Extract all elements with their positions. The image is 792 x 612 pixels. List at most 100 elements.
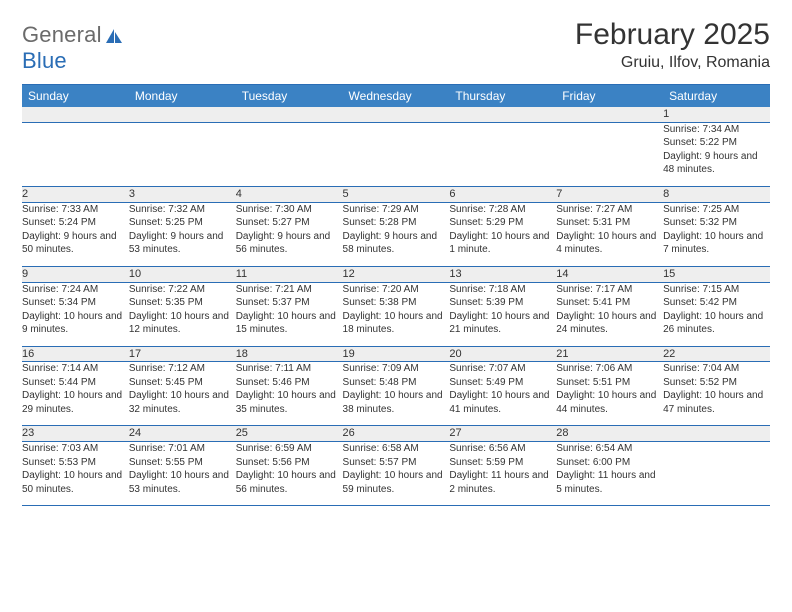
day-number: 28 [556, 427, 568, 439]
day-detail-line: Sunrise: 7:33 AM [22, 203, 129, 217]
day-number: 6 [449, 188, 455, 200]
day-number-cell: 14 [556, 266, 663, 282]
day-detail-line: Sunset: 5:29 PM [449, 216, 556, 230]
day-detail-cell [129, 122, 236, 186]
day-detail-line: Sunset: 5:51 PM [556, 376, 663, 390]
day-detail-line: Sunrise: 7:14 AM [22, 362, 129, 376]
day-detail-line: Daylight: 10 hours and 18 minutes. [343, 310, 450, 337]
day-number: 23 [22, 427, 34, 439]
day-number: 19 [343, 348, 355, 360]
day-detail-line: Sunset: 5:24 PM [22, 216, 129, 230]
day-detail-line: Daylight: 9 hours and 56 minutes. [236, 230, 343, 257]
day-detail-line: Daylight: 9 hours and 58 minutes. [343, 230, 450, 257]
day-detail-cell: Sunrise: 7:24 AMSunset: 5:34 PMDaylight:… [22, 282, 129, 346]
day-detail-line: Daylight: 10 hours and 44 minutes. [556, 389, 663, 416]
day-number: 26 [343, 427, 355, 439]
day-detail-cell [343, 122, 450, 186]
day-detail-cell: Sunrise: 7:06 AMSunset: 5:51 PMDaylight:… [556, 362, 663, 426]
calendar-page: GeneralBlue February 2025 Gruiu, Ilfov, … [0, 0, 792, 506]
day-number-cell: 21 [556, 346, 663, 362]
day-detail-line: Sunset: 5:48 PM [343, 376, 450, 390]
day-detail-cell [663, 442, 770, 506]
day-number-cell: 7 [556, 186, 663, 202]
day-detail-line: Sunset: 5:49 PM [449, 376, 556, 390]
day-detail-cell: Sunrise: 7:18 AMSunset: 5:39 PMDaylight:… [449, 282, 556, 346]
day-detail-line: Sunset: 5:37 PM [236, 296, 343, 310]
day-detail-cell: Sunrise: 7:11 AMSunset: 5:46 PMDaylight:… [236, 362, 343, 426]
day-number-cell: 12 [343, 266, 450, 282]
day-detail-line: Sunrise: 7:20 AM [343, 283, 450, 297]
day-number-cell: 15 [663, 266, 770, 282]
day-detail-line: Sunrise: 7:11 AM [236, 362, 343, 376]
day-number-cell: 24 [129, 426, 236, 442]
day-number-cell: 11 [236, 266, 343, 282]
day-number-cell: 27 [449, 426, 556, 442]
day-detail-cell: Sunrise: 7:33 AMSunset: 5:24 PMDaylight:… [22, 202, 129, 266]
calendar-table: Sunday Monday Tuesday Wednesday Thursday… [22, 85, 770, 506]
day-number: 17 [129, 348, 141, 360]
day-detail-cell [22, 122, 129, 186]
day-detail-line: Sunset: 5:59 PM [449, 456, 556, 470]
day-number-cell [22, 107, 129, 122]
day-detail-row: Sunrise: 7:34 AMSunset: 5:22 PMDaylight:… [22, 122, 770, 186]
day-detail-line: Sunset: 5:25 PM [129, 216, 236, 230]
day-detail-line: Sunset: 5:42 PM [663, 296, 770, 310]
day-header: Monday [129, 85, 236, 107]
day-detail-cell: Sunrise: 7:01 AMSunset: 5:55 PMDaylight:… [129, 442, 236, 506]
day-detail-line: Sunrise: 7:12 AM [129, 362, 236, 376]
day-number-cell [343, 107, 450, 122]
day-detail-line: Sunrise: 6:59 AM [236, 442, 343, 456]
day-detail-cell: Sunrise: 6:58 AMSunset: 5:57 PMDaylight:… [343, 442, 450, 506]
day-number-cell [236, 107, 343, 122]
day-detail-line: Sunset: 5:31 PM [556, 216, 663, 230]
day-detail-line: Sunset: 5:39 PM [449, 296, 556, 310]
day-number-cell: 19 [343, 346, 450, 362]
day-detail-line: Sunset: 5:45 PM [129, 376, 236, 390]
day-detail-line: Sunset: 5:34 PM [22, 296, 129, 310]
day-detail-cell: Sunrise: 7:17 AMSunset: 5:41 PMDaylight:… [556, 282, 663, 346]
day-number-row: 1 [22, 107, 770, 122]
logo-text-blue: Blue [22, 48, 67, 73]
day-detail-line: Daylight: 10 hours and 1 minute. [449, 230, 556, 257]
logo-text-gray: General [22, 22, 102, 47]
day-number: 10 [129, 268, 141, 280]
day-number: 27 [449, 427, 461, 439]
day-detail-cell: Sunrise: 7:29 AMSunset: 5:28 PMDaylight:… [343, 202, 450, 266]
day-detail-line: Daylight: 10 hours and 21 minutes. [449, 310, 556, 337]
day-detail-line: Daylight: 10 hours and 9 minutes. [22, 310, 129, 337]
day-detail-line: Daylight: 11 hours and 5 minutes. [556, 469, 663, 496]
day-number: 11 [236, 268, 247, 280]
day-number-cell: 20 [449, 346, 556, 362]
day-detail-cell: Sunrise: 7:20 AMSunset: 5:38 PMDaylight:… [343, 282, 450, 346]
day-number: 7 [556, 188, 562, 200]
day-detail-line: Sunrise: 7:24 AM [22, 283, 129, 297]
day-number-cell: 2 [22, 186, 129, 202]
calendar-wrap: Sunday Monday Tuesday Wednesday Thursday… [22, 84, 770, 506]
day-detail-line: Daylight: 10 hours and 24 minutes. [556, 310, 663, 337]
day-detail-cell: Sunrise: 7:03 AMSunset: 5:53 PMDaylight:… [22, 442, 129, 506]
day-detail-line: Sunrise: 7:15 AM [663, 283, 770, 297]
day-detail-line: Sunrise: 6:56 AM [449, 442, 556, 456]
location-text: Gruiu, Ilfov, Romania [575, 54, 770, 72]
day-detail-line: Daylight: 10 hours and 7 minutes. [663, 230, 770, 257]
day-number: 18 [236, 348, 248, 360]
day-detail-line: Sunset: 5:27 PM [236, 216, 343, 230]
day-number-cell: 1 [663, 107, 770, 122]
day-detail-line: Sunrise: 7:18 AM [449, 283, 556, 297]
day-detail-cell [236, 122, 343, 186]
day-detail-cell: Sunrise: 7:28 AMSunset: 5:29 PMDaylight:… [449, 202, 556, 266]
day-detail-line: Sunset: 5:55 PM [129, 456, 236, 470]
day-number-cell [663, 426, 770, 442]
day-detail-cell: Sunrise: 7:30 AMSunset: 5:27 PMDaylight:… [236, 202, 343, 266]
day-detail-cell: Sunrise: 7:25 AMSunset: 5:32 PMDaylight:… [663, 202, 770, 266]
day-detail-row: Sunrise: 7:24 AMSunset: 5:34 PMDaylight:… [22, 282, 770, 346]
day-number: 16 [22, 348, 34, 360]
title-block: February 2025 Gruiu, Ilfov, Romania [575, 18, 770, 72]
day-detail-line: Sunset: 5:44 PM [22, 376, 129, 390]
day-detail-line: Daylight: 10 hours and 35 minutes. [236, 389, 343, 416]
day-number-cell [556, 107, 663, 122]
day-detail-line: Sunset: 5:57 PM [343, 456, 450, 470]
day-number-cell [129, 107, 236, 122]
sail-icon [105, 28, 123, 44]
day-number-cell: 28 [556, 426, 663, 442]
